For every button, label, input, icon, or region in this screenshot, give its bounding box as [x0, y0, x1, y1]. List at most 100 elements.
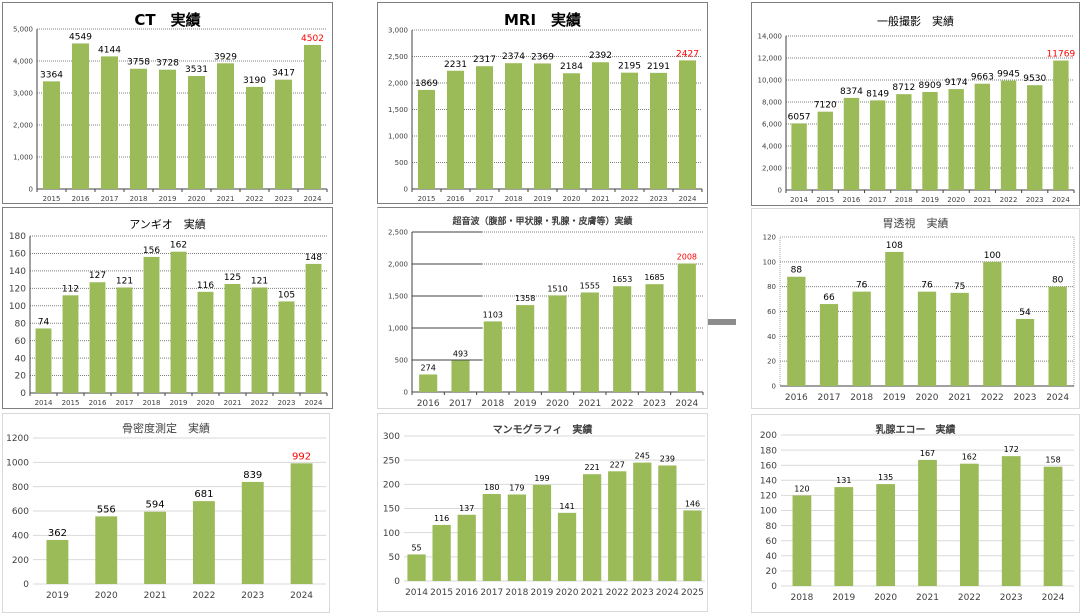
y-tick-label: 5,000	[13, 25, 33, 33]
chart-title: 超音波（腹部・甲状腺・乳腺・皮膚等）実績	[452, 217, 633, 227]
bar	[917, 291, 937, 386]
x-tick-label: 2018	[850, 393, 873, 403]
bar	[658, 465, 677, 581]
y-tick-label: 80	[767, 283, 776, 291]
data-label: 2392	[589, 51, 612, 61]
x-tick-label: 2015	[62, 399, 80, 407]
data-label: 162	[170, 241, 187, 251]
x-tick-label: 2017	[449, 399, 472, 409]
bar	[532, 484, 552, 581]
angio-chart: 0 20 40 60 80 100 120 140 160 180 74 2014 112 2015 127…	[9, 232, 328, 407]
bar	[303, 44, 322, 189]
x-tick-label: 2018	[790, 593, 813, 603]
bar	[419, 374, 438, 392]
x-tick-label: 2017	[101, 195, 119, 203]
x-tick-label: 2024	[675, 399, 698, 409]
data-label: 4502	[301, 34, 324, 44]
angio-chart-panel: アンギオ 実績 0 20 40 60 80 100 120 140 160 180 74 2014 11…	[2, 207, 333, 409]
y-tick-label: 400	[12, 531, 29, 541]
bar	[224, 283, 241, 393]
x-tick-label: 2020	[556, 588, 579, 598]
bar	[216, 63, 235, 189]
bone-density-chart-panel: 骨密度測定 実績 0 200 400 600 800 1000 1200 362 2019 556…	[2, 413, 330, 613]
x-tick-label: 2022	[251, 399, 269, 407]
x-tick-label: 2022	[606, 588, 629, 598]
data-label: 162	[962, 453, 977, 462]
bar	[974, 83, 991, 190]
chart-title: 一般撮影 実績	[877, 15, 954, 28]
bar	[274, 79, 293, 189]
y-tick-label: 1,000	[13, 153, 33, 161]
x-tick-label: 2019	[514, 399, 537, 409]
x-tick-label: 2019	[170, 399, 188, 407]
x-tick-label: 2022	[1000, 196, 1018, 204]
x-tick-label: 2023	[1014, 393, 1037, 403]
data-label: 3417	[272, 69, 295, 79]
y-tick-label: 160	[9, 250, 26, 260]
bar	[197, 291, 214, 393]
bar	[896, 94, 912, 190]
x-tick-label: 2024	[305, 399, 323, 407]
data-label: 180	[484, 483, 499, 492]
bar	[483, 321, 502, 392]
data-label: 9530	[1023, 74, 1046, 84]
bar	[42, 81, 61, 189]
x-tick-label: 2023	[241, 591, 264, 601]
data-label: 8712	[892, 83, 915, 93]
y-tick-label: 120	[760, 492, 777, 502]
bar	[89, 282, 106, 393]
bar	[457, 514, 476, 581]
chart-title: マンモグラフィ 実績	[492, 425, 593, 436]
bar	[843, 97, 860, 190]
bar	[62, 295, 79, 393]
x-tick-label: 2014	[790, 196, 808, 204]
x-tick-label: 2023	[1026, 196, 1044, 204]
bone-density-chart: 0 200 400 600 800 1000 1200 362 2019 556 2020 594 20…	[6, 434, 326, 601]
data-label: 76	[856, 281, 868, 291]
bar	[143, 256, 160, 393]
x-tick-label: 2024	[679, 195, 697, 203]
bar	[407, 554, 426, 581]
bar	[507, 494, 527, 581]
data-label: 127	[89, 271, 106, 281]
x-tick-label: 2021	[581, 588, 604, 598]
y-tick-label: 150	[383, 505, 400, 515]
bar	[918, 459, 937, 586]
y-tick-label: 14,000	[758, 32, 783, 40]
y-tick-label: 3,000	[13, 89, 33, 97]
x-tick-label: 2019	[531, 588, 554, 598]
bar	[613, 286, 632, 392]
x-tick-label: 2019	[921, 196, 939, 204]
x-tick-label: 2018	[505, 588, 528, 598]
y-tick-label: 20	[15, 372, 27, 382]
x-tick-label: 2020	[947, 196, 965, 204]
x-tick-label: 2022	[621, 195, 639, 203]
y-tick-label: 6,000	[762, 120, 782, 128]
data-label: 839	[243, 470, 262, 481]
bar	[819, 304, 839, 386]
y-tick-label: 1,000	[388, 324, 408, 332]
data-label: 2369	[531, 52, 554, 62]
y-tick-label: 0	[771, 582, 777, 592]
data-label: 131	[836, 476, 851, 485]
y-tick-label: 500	[395, 356, 408, 364]
x-tick-label: 2020	[563, 195, 581, 203]
bar	[1053, 60, 1069, 190]
y-tick-label: 40	[15, 354, 27, 364]
data-label: 148	[305, 253, 322, 263]
bar	[504, 63, 523, 189]
x-tick-label: 2020	[197, 399, 215, 407]
y-tick-label: 250	[383, 456, 400, 466]
data-label: 66	[823, 293, 835, 303]
y-tick-label: 10,000	[758, 76, 783, 84]
bar	[791, 123, 807, 190]
data-label: 199	[534, 474, 549, 483]
data-label: 108	[886, 241, 903, 251]
x-tick-label: 2018	[143, 399, 161, 407]
y-tick-label: 300	[383, 432, 400, 442]
data-label: 11769	[1047, 50, 1076, 60]
data-label: 493	[453, 349, 468, 358]
y-tick-label: 60	[15, 337, 27, 347]
bar	[834, 487, 854, 586]
chart-title: アンギオ 実績	[129, 218, 206, 231]
